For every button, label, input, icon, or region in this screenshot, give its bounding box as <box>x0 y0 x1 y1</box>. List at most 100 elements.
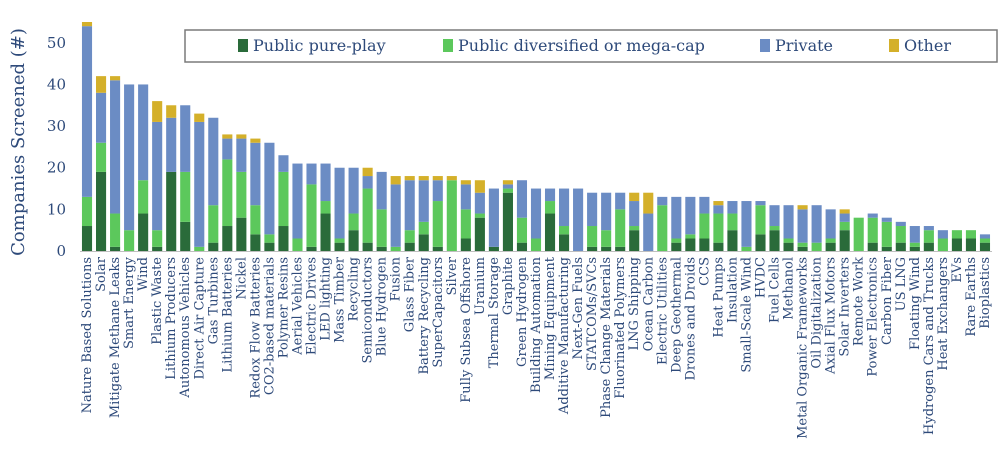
bar-segment <box>643 213 654 251</box>
x-tick-label: Small-Scale Wind <box>739 257 754 373</box>
bar-segment <box>559 226 570 235</box>
bar-segment <box>376 246 387 251</box>
bar-segment <box>334 242 345 251</box>
bar-stack <box>432 176 443 251</box>
bar-stack <box>96 76 107 251</box>
bar-segment <box>222 138 233 160</box>
bar-segment <box>460 180 471 185</box>
bar-stack <box>657 196 668 251</box>
bar-segment <box>502 192 513 251</box>
bar-segment <box>615 192 626 210</box>
bar-segment <box>376 171 387 210</box>
legend-swatch <box>238 39 248 52</box>
bar-segment <box>432 201 443 247</box>
bar-stack <box>951 230 962 251</box>
bar-segment <box>236 217 247 251</box>
bar-stack <box>348 167 359 251</box>
x-tick-label: Next-Gen Fuels <box>571 257 586 360</box>
x-tick-label: Electric Utilities <box>655 257 670 365</box>
x-tick-label: Methanol <box>782 257 797 320</box>
bar-segment <box>530 238 542 251</box>
x-tick-label: Wind <box>136 257 151 291</box>
x-tick-label: Oil Digitalization <box>810 256 825 368</box>
bar-stack <box>390 176 401 251</box>
bar-segment <box>474 213 485 218</box>
x-tick-label: Insulation <box>725 256 740 323</box>
x-tick-label: LNG Shipping <box>627 257 642 350</box>
y-tick-label: 50 <box>47 34 66 52</box>
x-tick-label: LED lighting <box>319 257 334 341</box>
bar-segment <box>713 205 724 214</box>
bar-segment <box>502 180 513 185</box>
x-tick-label: Semiconductors <box>361 257 376 363</box>
bar-stack <box>502 180 513 251</box>
x-tick-label: Uranium <box>473 257 488 315</box>
bar-segment <box>110 76 121 81</box>
bar-segment <box>713 201 724 206</box>
bar-segment <box>923 242 934 251</box>
bar-segment <box>783 242 794 251</box>
bar-segment <box>236 138 247 172</box>
bar-segment <box>544 201 556 214</box>
legend-frame <box>184 29 998 63</box>
bar-stack <box>306 163 317 251</box>
x-tick-label: Battery Recycling <box>417 257 432 375</box>
bar-segment <box>727 213 738 231</box>
bar-stack <box>559 188 570 251</box>
bar-segment <box>825 242 836 251</box>
bar-segment <box>937 230 948 239</box>
x-tick-label: Autonomous Vehicles <box>178 257 193 399</box>
bar-segment <box>601 192 612 231</box>
bar-segment <box>138 84 149 181</box>
bar-segment <box>544 188 556 202</box>
legend-label: Public diversified or mega-cap <box>458 36 705 55</box>
bar-segment <box>278 155 289 172</box>
bar-segment <box>601 246 612 251</box>
bar-stack <box>376 171 387 251</box>
bar-segment <box>418 234 429 251</box>
bar-segment <box>348 167 359 214</box>
bar-segment <box>348 213 359 231</box>
bar-segment <box>755 201 766 206</box>
bar-stack <box>685 196 696 251</box>
bar-stack <box>923 226 934 251</box>
bar-segment <box>909 242 920 247</box>
x-tick-label: Polymer Resins <box>276 257 291 358</box>
bar-segment <box>559 234 570 251</box>
y-tick-label: 0 <box>56 242 66 260</box>
x-tick-label: Fuel Cells <box>768 257 783 323</box>
bar-segment <box>671 242 682 251</box>
bar-segment <box>797 209 808 243</box>
x-tick-label: Plastic Waste <box>150 257 165 345</box>
bar-segment <box>208 117 219 206</box>
x-tick-label: Mitigate Methane Leaks <box>108 257 123 418</box>
bar-stack <box>446 176 457 251</box>
x-tick-label: CO2-based materials <box>262 257 277 395</box>
bar-segment <box>587 192 598 227</box>
bar-segment <box>895 242 906 251</box>
x-tick-label: Metal Organic Frameworks <box>796 257 811 439</box>
bar-segment <box>951 238 962 251</box>
bar-segment <box>825 238 836 243</box>
bar-segment <box>755 205 766 235</box>
legend-swatch <box>443 39 453 52</box>
bar-stack <box>516 180 528 251</box>
x-tick-label: CCS <box>697 257 712 286</box>
bar-segment <box>320 213 331 251</box>
bar-stack <box>615 192 626 251</box>
bar-segment <box>152 121 163 231</box>
bar-segment <box>390 184 401 247</box>
x-tick-label: Lithium Producers <box>164 257 179 380</box>
legend: Public pure-play Public diversified or me… <box>184 29 998 63</box>
x-tick-label: Fusion <box>389 256 404 301</box>
legend-swatch <box>889 39 899 52</box>
bar-segment <box>250 205 261 235</box>
bar-segment <box>979 242 991 251</box>
x-tick-label: Recycling <box>347 257 362 321</box>
bar-segment <box>320 163 331 202</box>
x-tick-label: Building Automation <box>529 256 544 393</box>
bar-segment <box>797 242 808 247</box>
bar-segment <box>671 238 682 243</box>
bar-stack <box>825 209 836 251</box>
